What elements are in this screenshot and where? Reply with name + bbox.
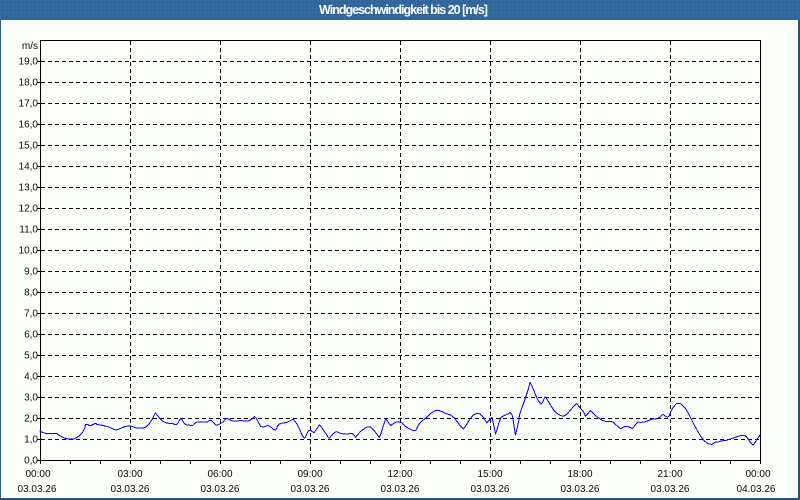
svg-text:9,0: 9,0 [24, 267, 38, 278]
svg-text:Windgeschwindigkeit bis 20 [m/: Windgeschwindigkeit bis 20 [m/s] [319, 3, 488, 17]
svg-text:3,0: 3,0 [24, 393, 38, 404]
svg-text:13,0: 13,0 [19, 183, 39, 194]
svg-text:19,0: 19,0 [19, 57, 39, 68]
svg-text:04.03.26: 04.03.26 [737, 484, 776, 495]
svg-text:2,0: 2,0 [24, 414, 38, 425]
svg-text:17,0: 17,0 [19, 99, 39, 110]
svg-text:1,0: 1,0 [24, 435, 38, 446]
svg-text:00:00: 00:00 [25, 469, 50, 480]
svg-text:09:00: 09:00 [297, 469, 322, 480]
svg-text:03.03.26: 03.03.26 [111, 484, 150, 495]
svg-text:03.03.26: 03.03.26 [651, 484, 690, 495]
svg-text:4,0: 4,0 [24, 372, 38, 383]
svg-text:03.03.26: 03.03.26 [201, 484, 240, 495]
svg-text:11,0: 11,0 [19, 225, 38, 236]
svg-text:10,0: 10,0 [19, 246, 39, 257]
svg-text:14,0: 14,0 [19, 162, 39, 173]
svg-text:5,0: 5,0 [24, 351, 38, 362]
svg-text:03.03.26: 03.03.26 [561, 484, 600, 495]
svg-text:18:00: 18:00 [567, 469, 592, 480]
svg-text:03.03.26: 03.03.26 [18, 484, 57, 495]
svg-text:03.03.26: 03.03.26 [381, 484, 420, 495]
svg-text:8,0: 8,0 [24, 288, 38, 299]
svg-text:0,0: 0,0 [24, 456, 38, 467]
svg-text:03.03.26: 03.03.26 [471, 484, 510, 495]
svg-text:03:00: 03:00 [117, 469, 142, 480]
svg-text:18,0: 18,0 [19, 78, 39, 89]
svg-text:6,0: 6,0 [24, 330, 38, 341]
svg-text:16,0: 16,0 [19, 120, 39, 131]
svg-text:06:00: 06:00 [207, 469, 232, 480]
svg-text:21:00: 21:00 [657, 469, 682, 480]
svg-text:12,0: 12,0 [19, 204, 39, 215]
svg-text:00:00: 00:00 [745, 469, 770, 480]
svg-text:12:00: 12:00 [387, 469, 412, 480]
svg-text:m/s: m/s [22, 41, 38, 52]
svg-text:15:00: 15:00 [477, 469, 502, 480]
svg-text:7,0: 7,0 [24, 309, 38, 320]
svg-text:03.03.26: 03.03.26 [291, 484, 330, 495]
svg-text:15,0: 15,0 [19, 141, 39, 152]
